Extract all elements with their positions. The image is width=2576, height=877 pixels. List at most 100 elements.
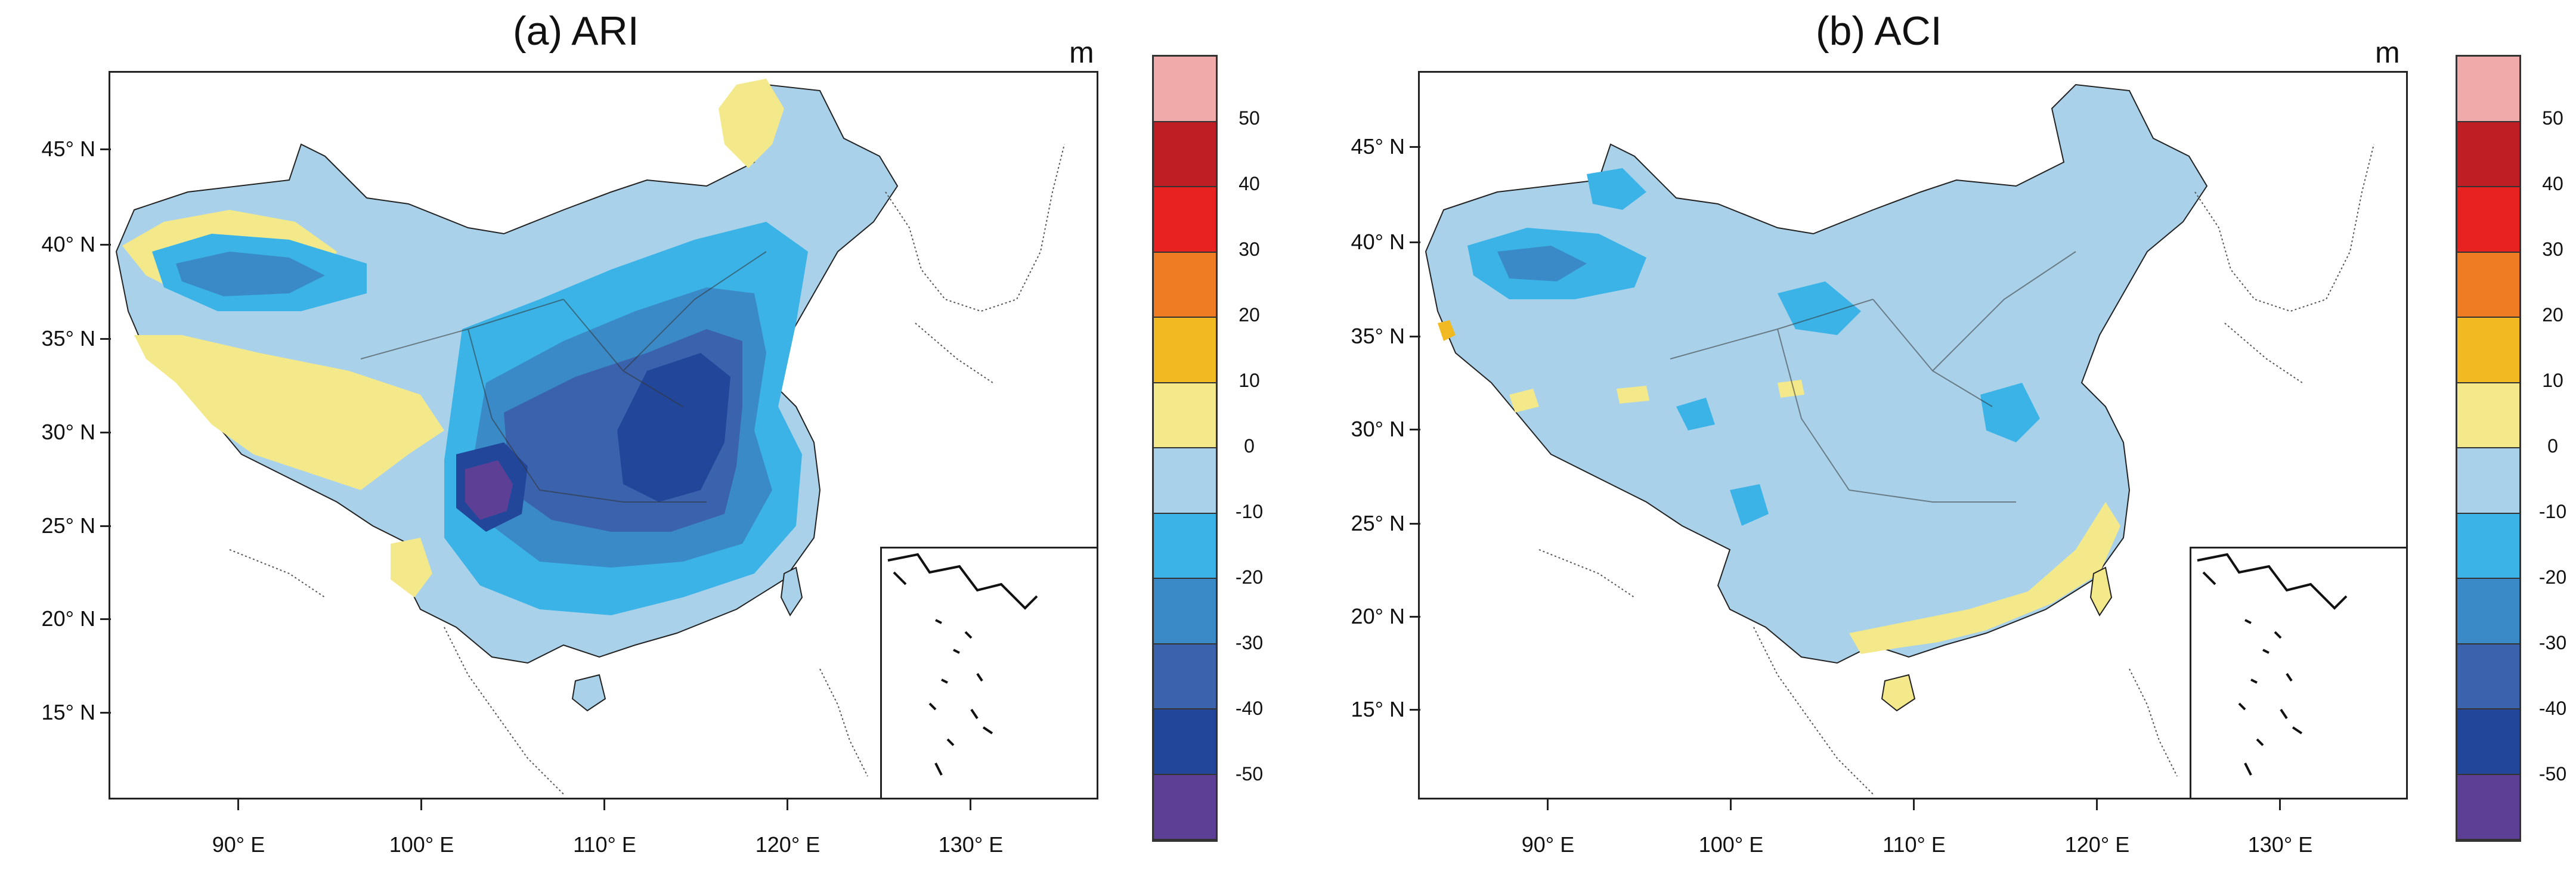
colorbar-tick: -10 bbox=[2538, 501, 2567, 522]
class-0to10-southcoast bbox=[1849, 502, 2120, 654]
lon-label: 110° E bbox=[1872, 799, 1956, 857]
panel-title: (b) ACI bbox=[1816, 8, 1942, 54]
colorbar-swatch bbox=[1154, 187, 1216, 253]
colorbar-swatch bbox=[1154, 644, 1216, 709]
lon-label: 90° E bbox=[1506, 799, 1590, 857]
colorbar-swatch bbox=[2457, 513, 2519, 579]
colorbar-swatch bbox=[1154, 57, 1216, 122]
lat-label: 35° N bbox=[1333, 324, 1420, 348]
province-borders bbox=[1670, 251, 2076, 503]
colorbar-swatch bbox=[2457, 709, 2519, 775]
class-10to20-west bbox=[1438, 320, 1456, 341]
lat-label: 20° N bbox=[1333, 605, 1420, 628]
class-m10-mongolia bbox=[1587, 168, 1646, 210]
colorbar-swatch bbox=[2457, 187, 2519, 253]
lon-label: 110° E bbox=[563, 799, 646, 857]
lat-label: 30° N bbox=[24, 420, 111, 444]
colorbar-swatch bbox=[2457, 252, 2519, 318]
philippines-coast bbox=[2129, 668, 2178, 777]
colorbar-tick: -20 bbox=[2538, 566, 2567, 588]
colorbar-swatch bbox=[2457, 122, 2519, 187]
colorbar-tick: -50 bbox=[1235, 763, 1264, 785]
class-0to10-yunnan bbox=[391, 538, 432, 597]
korea-japan-coast bbox=[2194, 144, 2374, 383]
unit-label: m bbox=[1069, 36, 1094, 69]
lon-label: 100° E bbox=[1689, 799, 1773, 857]
colorbar-tick: 40 bbox=[1239, 173, 1260, 194]
colorbar-tick: 30 bbox=[2542, 238, 2563, 260]
korea-japan-coast bbox=[885, 144, 1065, 383]
south-china-sea-inset bbox=[2190, 547, 2406, 798]
colorbar-swatch bbox=[2457, 644, 2519, 709]
province-borders bbox=[360, 251, 767, 503]
colorbar-swatch bbox=[1154, 579, 1216, 644]
colorbar bbox=[1152, 55, 1218, 842]
colorbar-tick: 50 bbox=[2542, 107, 2563, 129]
china-land bbox=[1425, 83, 2208, 664]
colorbar-tick: 20 bbox=[2542, 304, 2563, 326]
colorbar-tick: 10 bbox=[1239, 370, 1260, 391]
lon-label: 120° E bbox=[746, 799, 829, 857]
hainan-island bbox=[571, 674, 606, 712]
lat-label: 20° N bbox=[24, 607, 111, 631]
class-0to10-tibet bbox=[134, 335, 444, 490]
taiwan-island bbox=[780, 566, 803, 616]
class-m10-yunnan bbox=[1730, 484, 1769, 526]
unit-label: m bbox=[2375, 36, 2400, 69]
lat-label: 25° N bbox=[1333, 512, 1420, 535]
south-china-sea-inset bbox=[880, 547, 1097, 798]
colorbar-swatch bbox=[2457, 774, 2519, 840]
colorbar-tick: 30 bbox=[1239, 238, 1260, 260]
lat-label: 25° N bbox=[24, 514, 111, 538]
colorbar-tick: -30 bbox=[1235, 632, 1264, 653]
colorbar-swatch bbox=[2457, 318, 2519, 383]
colorbar-tick: -20 bbox=[1235, 566, 1264, 588]
panel-title: (a) ARI bbox=[513, 8, 639, 54]
colorbar-tick: -10 bbox=[1235, 501, 1264, 522]
colorbar-tick: -50 bbox=[2538, 763, 2567, 785]
colorbar-tick: 40 bbox=[2542, 173, 2563, 194]
class-m20-tarim bbox=[176, 252, 325, 296]
class-m10-east1 bbox=[1980, 383, 2040, 442]
map-frame bbox=[109, 71, 1098, 799]
lat-label: 40° N bbox=[1333, 230, 1420, 254]
lat-label: 35° N bbox=[24, 327, 111, 351]
colorbar-tick: 0 bbox=[1244, 435, 1255, 457]
colorbar-tick: 20 bbox=[1239, 304, 1260, 326]
lat-label: 45° N bbox=[1333, 135, 1420, 159]
colorbar-swatch bbox=[2457, 383, 2519, 448]
class-m10-east2 bbox=[1676, 398, 1715, 430]
lon-label: 90° E bbox=[197, 799, 280, 857]
lon-label: 130° E bbox=[929, 799, 1013, 857]
class-m10-hexi bbox=[1778, 281, 1861, 335]
colorbar-swatch bbox=[1154, 513, 1216, 579]
colorbar-swatch bbox=[1154, 122, 1216, 187]
philippines-coast bbox=[819, 668, 868, 777]
indochina-coast bbox=[229, 549, 564, 795]
class-m50-sichuan bbox=[465, 460, 513, 520]
panel-aci: (b) ACI m bbox=[1288, 0, 2576, 877]
class-m40-east bbox=[617, 353, 730, 502]
colorbar-swatch bbox=[1154, 709, 1216, 775]
colorbar-swatch bbox=[1154, 774, 1216, 840]
colorbar bbox=[2456, 55, 2521, 842]
panel-ari: (a) ARI m bbox=[24, 8, 1264, 857]
lon-label: 100° E bbox=[380, 799, 463, 857]
lat-label: 30° N bbox=[1333, 417, 1420, 441]
colorbar-swatch bbox=[1154, 383, 1216, 448]
colorbar-swatch bbox=[1154, 448, 1216, 514]
hainan-island bbox=[1881, 674, 1916, 712]
lat-label: 45° N bbox=[24, 137, 111, 161]
lat-label: 15° N bbox=[1333, 698, 1420, 721]
colorbar-tick: 10 bbox=[2542, 370, 2563, 391]
class-0to10-northeast bbox=[719, 79, 784, 168]
taiwan-island bbox=[2089, 566, 2113, 616]
lon-label: 130° E bbox=[2238, 799, 2322, 857]
lat-label: 40° N bbox=[24, 233, 111, 256]
map-ari bbox=[115, 79, 1065, 795]
colorbar-tick: -40 bbox=[2538, 698, 2567, 719]
colorbar-tick: 50 bbox=[1239, 107, 1260, 129]
colorbar-swatch bbox=[2457, 579, 2519, 644]
colorbar-tick: -40 bbox=[1235, 698, 1264, 719]
colorbar-swatch bbox=[2457, 448, 2519, 514]
